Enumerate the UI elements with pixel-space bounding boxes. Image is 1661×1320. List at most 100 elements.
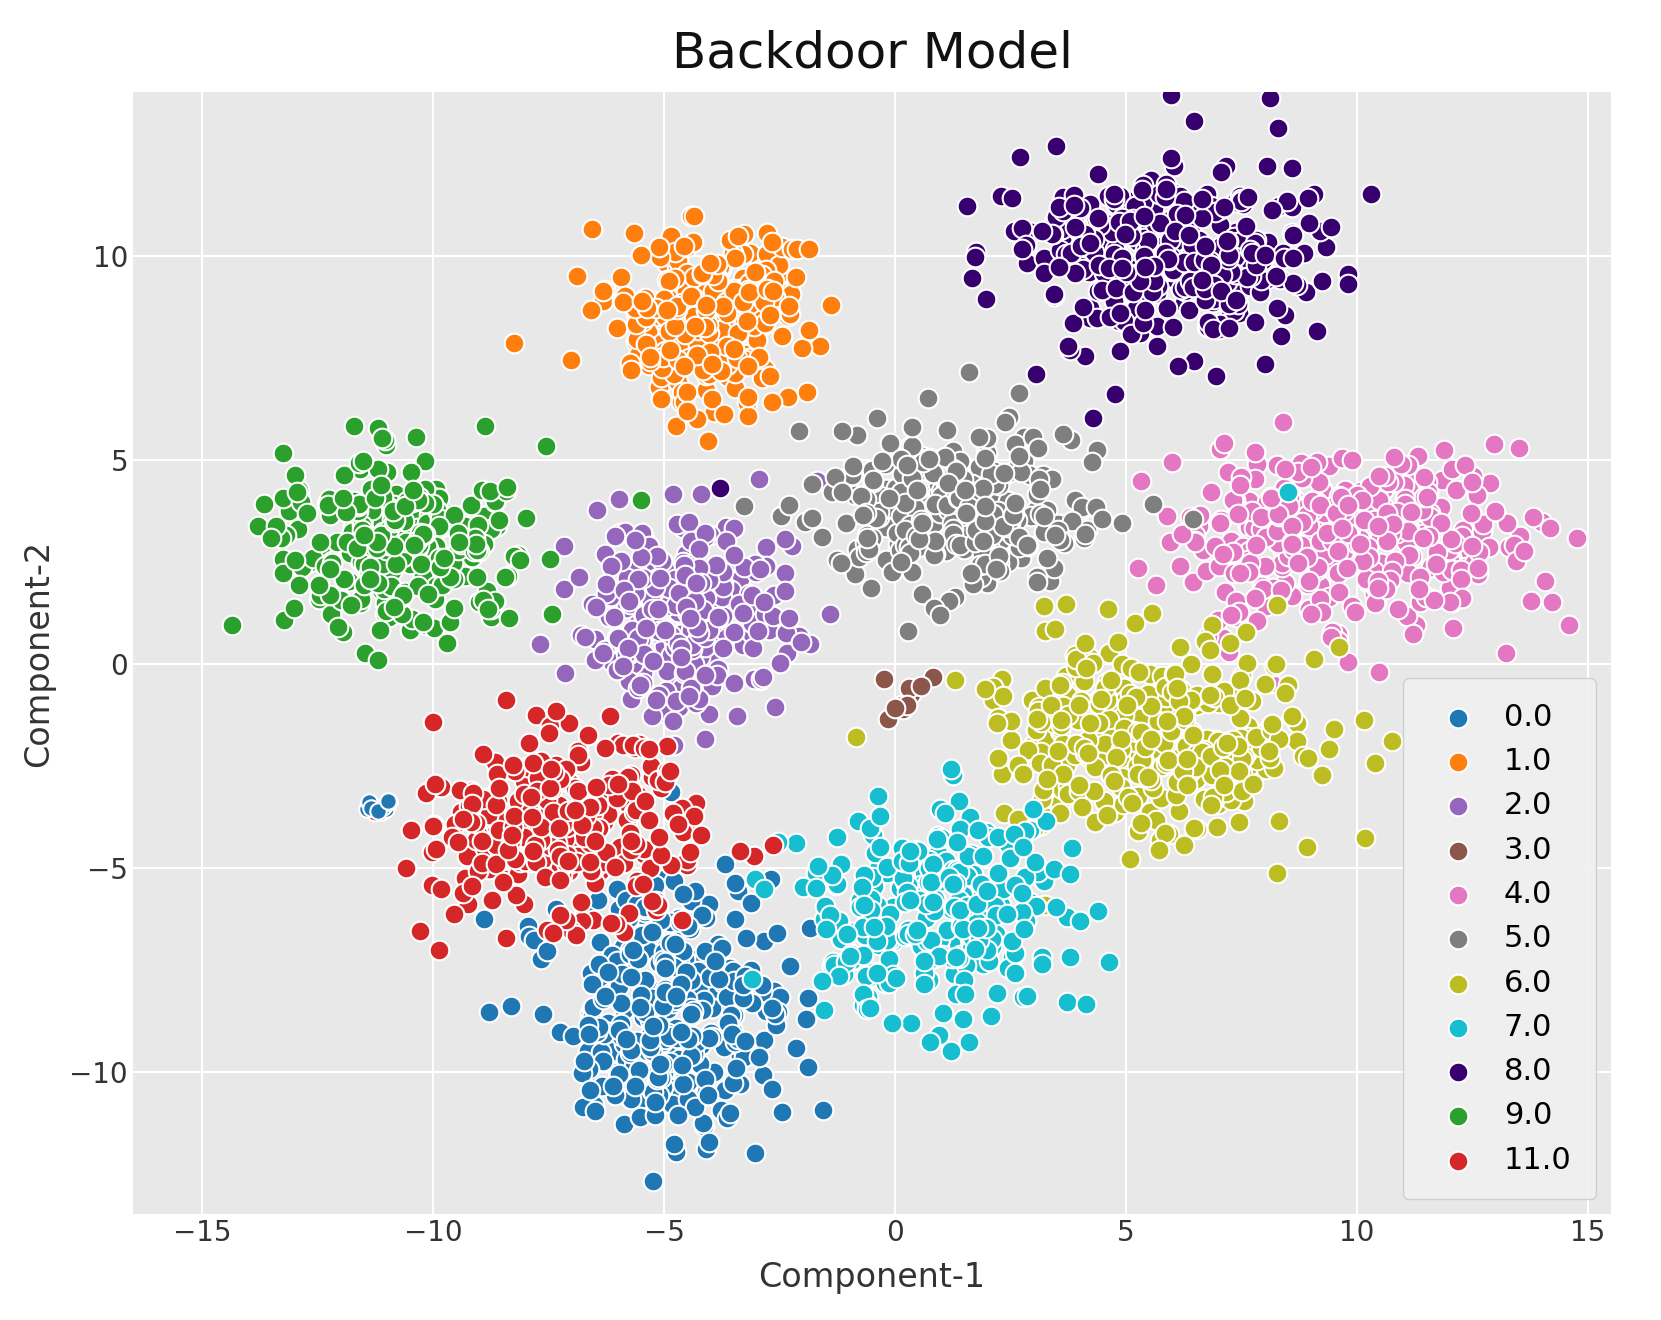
4.0: [1390, 527, 1417, 548]
1.0: [714, 355, 741, 376]
5.0: [970, 531, 997, 552]
11.0: [537, 722, 563, 743]
7.0: [928, 945, 955, 966]
9.0: [478, 606, 505, 627]
5.0: [874, 549, 900, 570]
11.0: [575, 725, 601, 746]
5.0: [1078, 451, 1105, 473]
8.0: [1246, 281, 1272, 302]
7.0: [957, 843, 983, 865]
11.0: [674, 854, 701, 875]
6.0: [1148, 743, 1174, 764]
9.0: [365, 417, 392, 438]
0.0: [661, 957, 688, 978]
8.0: [1096, 306, 1123, 327]
6.0: [1234, 653, 1261, 675]
11.0: [551, 828, 578, 849]
8.0: [1259, 199, 1286, 220]
2.0: [628, 546, 654, 568]
0.0: [603, 950, 630, 972]
0.0: [709, 973, 736, 994]
0.0: [663, 981, 689, 1002]
4.0: [1257, 487, 1284, 508]
9.0: [380, 500, 407, 521]
1.0: [696, 351, 723, 372]
1.0: [649, 347, 676, 368]
7.0: [927, 928, 953, 949]
2.0: [772, 622, 799, 643]
0.0: [578, 1008, 605, 1030]
4.0: [1264, 503, 1291, 524]
2.0: [714, 593, 741, 614]
0.0: [630, 1007, 656, 1028]
4.0: [1214, 461, 1241, 482]
6.0: [1055, 776, 1081, 797]
4.0: [1565, 528, 1591, 549]
8.0: [1129, 312, 1156, 333]
6.0: [1199, 663, 1226, 684]
11.0: [439, 826, 465, 847]
7.0: [910, 973, 937, 994]
4.0: [1241, 441, 1267, 462]
5.0: [978, 524, 1005, 545]
8.0: [1133, 249, 1159, 271]
0.0: [623, 894, 649, 915]
8.0: [1031, 263, 1058, 284]
9.0: [364, 537, 390, 558]
5.0: [1025, 437, 1051, 458]
0.0: [716, 957, 742, 978]
6.0: [1096, 715, 1123, 737]
11.0: [546, 845, 573, 866]
6.0: [1088, 717, 1115, 738]
7.0: [895, 875, 922, 896]
2.0: [731, 556, 757, 577]
5.0: [840, 564, 867, 585]
2.0: [787, 632, 814, 653]
1.0: [674, 325, 701, 346]
7.0: [933, 919, 960, 940]
2.0: [600, 552, 626, 573]
8.0: [1148, 213, 1174, 234]
1.0: [699, 318, 726, 339]
5.0: [824, 550, 850, 572]
4.0: [1412, 487, 1438, 508]
8.0: [1158, 181, 1184, 202]
2.0: [664, 602, 691, 623]
7.0: [910, 962, 937, 983]
4.0: [1179, 572, 1206, 593]
7.0: [1002, 962, 1028, 983]
5.0: [877, 433, 904, 454]
0.0: [586, 1031, 613, 1052]
1.0: [711, 309, 737, 330]
8.0: [1121, 195, 1148, 216]
2.0: [649, 550, 676, 572]
7.0: [914, 851, 940, 873]
8.0: [1093, 231, 1120, 252]
6.0: [1111, 725, 1138, 746]
6.0: [1264, 594, 1291, 615]
4.0: [1198, 482, 1224, 503]
1.0: [694, 347, 721, 368]
9.0: [414, 614, 440, 635]
0.0: [641, 1105, 668, 1126]
0.0: [522, 929, 548, 950]
5.0: [1041, 525, 1068, 546]
9.0: [397, 553, 424, 574]
11.0: [546, 904, 573, 925]
8.0: [1096, 257, 1123, 279]
11.0: [583, 776, 610, 797]
8.0: [1090, 263, 1116, 284]
4.0: [1307, 574, 1334, 595]
8.0: [1146, 263, 1173, 284]
6.0: [1023, 709, 1050, 730]
9.0: [462, 541, 488, 562]
11.0: [533, 764, 560, 785]
6.0: [1191, 788, 1218, 809]
0.0: [648, 1053, 674, 1074]
2.0: [678, 635, 704, 656]
6.0: [1183, 756, 1209, 777]
4.0: [1458, 471, 1485, 492]
9.0: [375, 535, 402, 556]
0.0: [678, 1045, 704, 1067]
9.0: [482, 590, 508, 611]
